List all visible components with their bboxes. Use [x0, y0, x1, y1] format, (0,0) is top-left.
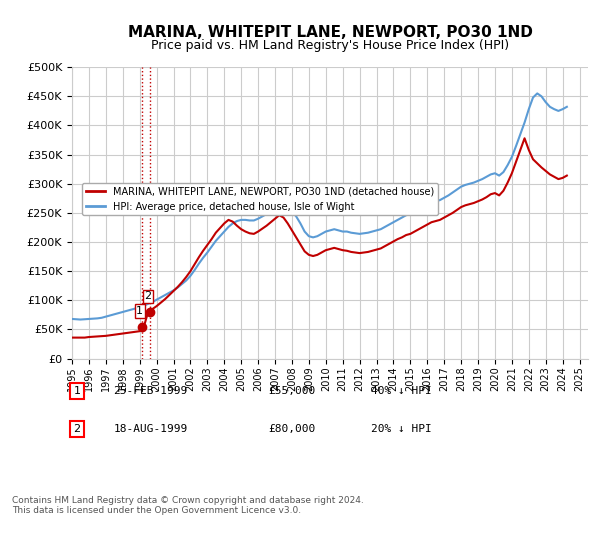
Text: £55,000: £55,000 — [268, 386, 316, 396]
Text: Price paid vs. HM Land Registry's House Price Index (HPI): Price paid vs. HM Land Registry's House … — [151, 39, 509, 52]
Text: MARINA, WHITEPIT LANE, NEWPORT, PO30 1ND: MARINA, WHITEPIT LANE, NEWPORT, PO30 1ND — [128, 25, 532, 40]
Text: 20% ↓ HPI: 20% ↓ HPI — [371, 424, 432, 434]
Text: £80,000: £80,000 — [268, 424, 316, 434]
Legend: MARINA, WHITEPIT LANE, NEWPORT, PO30 1ND (detached house), HPI: Average price, d: MARINA, WHITEPIT LANE, NEWPORT, PO30 1ND… — [82, 183, 438, 216]
Text: 1: 1 — [136, 306, 143, 316]
Text: 2: 2 — [144, 291, 151, 301]
Text: 25-FEB-1999: 25-FEB-1999 — [113, 386, 188, 396]
Text: 2: 2 — [74, 424, 81, 434]
Text: Contains HM Land Registry data © Crown copyright and database right 2024.
This d: Contains HM Land Registry data © Crown c… — [12, 496, 364, 515]
Text: 40% ↓ HPI: 40% ↓ HPI — [371, 386, 432, 396]
Text: 1: 1 — [74, 386, 80, 396]
Text: 18-AUG-1999: 18-AUG-1999 — [113, 424, 188, 434]
